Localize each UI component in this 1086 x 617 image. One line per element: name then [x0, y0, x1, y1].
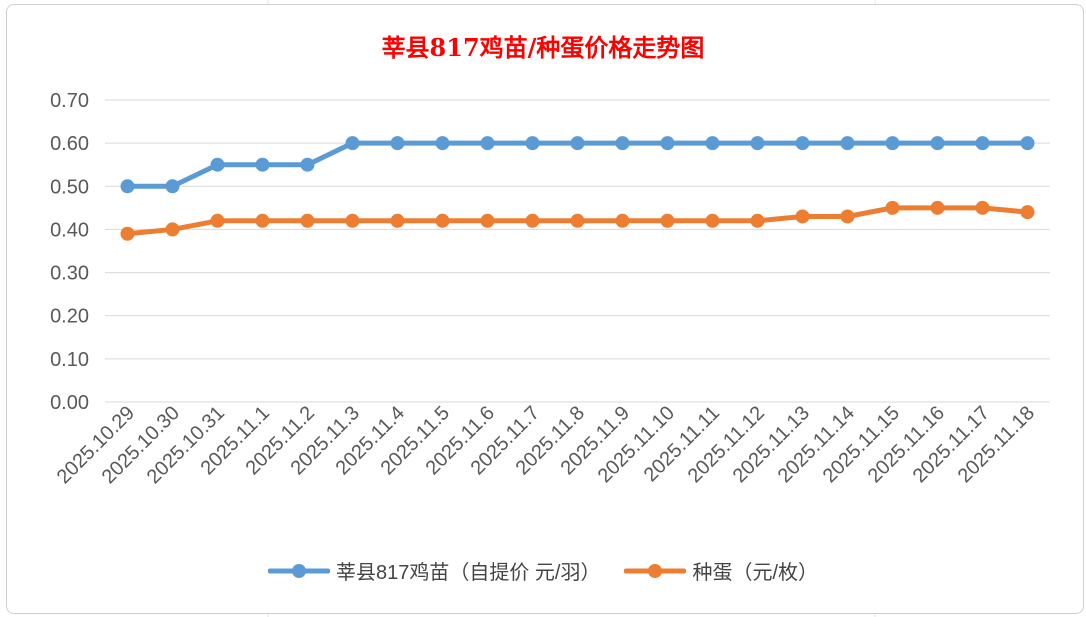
data-point — [120, 179, 135, 194]
data-point — [255, 213, 270, 228]
data-point — [480, 136, 495, 151]
data-point — [615, 136, 630, 151]
data-point — [975, 136, 990, 151]
chart-area[interactable] — [6, 4, 1084, 614]
legend: 莘县817鸡苗（自提价 元/羽） 种蛋（元/枚） — [0, 556, 1086, 585]
data-point — [705, 213, 720, 228]
legend-item-series-1: 莘县817鸡苗（自提价 元/羽） — [267, 556, 601, 585]
data-point — [795, 136, 810, 151]
data-point — [930, 136, 945, 151]
data-point — [975, 200, 990, 215]
chart-title: 莘县817鸡苗/种蛋价格走势图 — [381, 33, 705, 62]
data-point — [390, 213, 405, 228]
legend-label-series-2: 种蛋（元/枚） — [692, 562, 819, 584]
data-point — [570, 213, 585, 228]
data-point — [885, 136, 900, 151]
data-point — [615, 213, 630, 228]
y-tick-label: 0.60 — [50, 133, 89, 155]
data-point — [930, 200, 945, 215]
data-point — [210, 157, 225, 172]
data-point — [1020, 205, 1035, 220]
data-point — [435, 136, 450, 151]
data-point — [570, 136, 585, 151]
y-tick-label: 0.10 — [50, 349, 89, 371]
data-point — [750, 136, 765, 151]
data-point — [165, 179, 180, 194]
data-point — [750, 213, 765, 228]
legend-label-series-1: 莘县817鸡苗（自提价 元/羽） — [335, 562, 601, 584]
data-point — [255, 157, 270, 172]
legend-dot — [291, 563, 306, 578]
legend-marker-series-2 — [624, 563, 687, 578]
data-point — [885, 200, 900, 215]
data-point — [840, 209, 855, 224]
legend-dot — [648, 563, 663, 578]
data-point — [480, 213, 495, 228]
data-point — [795, 209, 810, 224]
y-tick-label: 0.70 — [50, 90, 89, 112]
legend-item-series-2: 种蛋（元/枚） — [624, 556, 818, 585]
data-point — [300, 213, 315, 228]
y-tick-label: 0.20 — [50, 306, 89, 328]
data-point — [1020, 136, 1035, 151]
data-point — [345, 213, 360, 228]
legend-marker-series-1 — [267, 563, 330, 578]
data-point — [435, 213, 450, 228]
data-point — [525, 213, 540, 228]
data-point — [210, 213, 225, 228]
data-point — [165, 222, 180, 237]
data-point — [390, 136, 405, 151]
y-tick-label: 0.50 — [50, 176, 89, 198]
data-point — [705, 136, 720, 151]
y-tick-label: 0.00 — [50, 392, 89, 414]
data-point — [660, 213, 675, 228]
data-point — [660, 136, 675, 151]
data-point — [345, 136, 360, 151]
data-point — [120, 226, 135, 241]
data-point — [300, 157, 315, 172]
data-point — [840, 136, 855, 151]
data-point — [525, 136, 540, 151]
y-tick-label: 0.30 — [50, 263, 89, 285]
y-tick-label: 0.40 — [50, 219, 89, 241]
